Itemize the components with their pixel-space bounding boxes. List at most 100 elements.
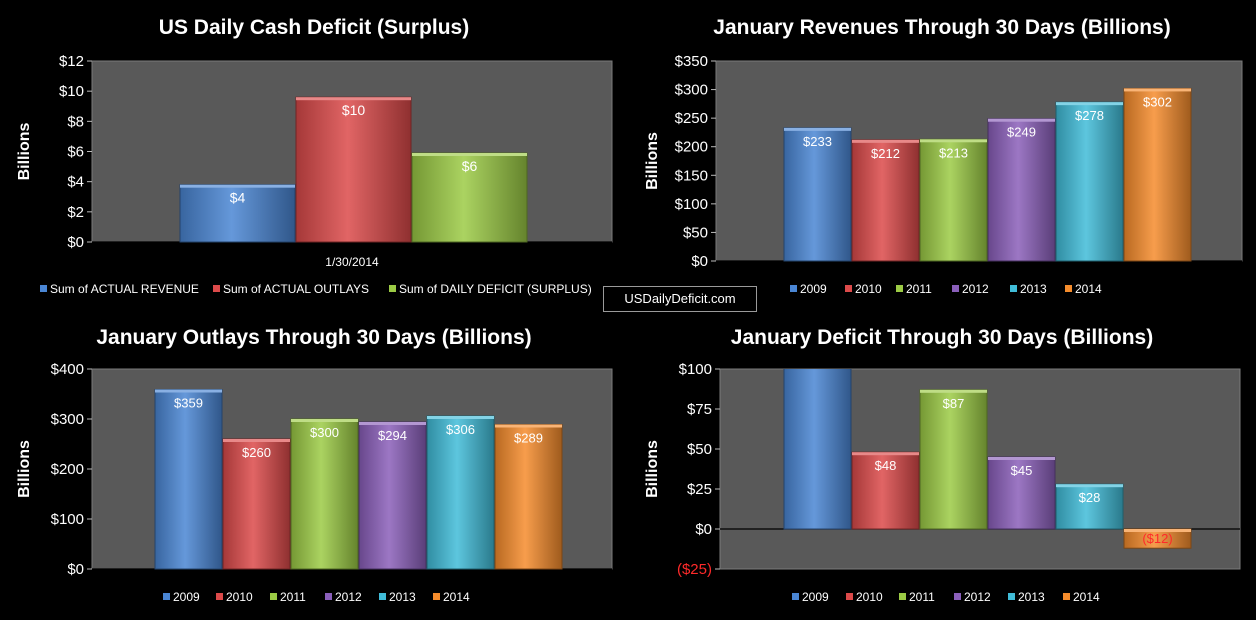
bar-highlight xyxy=(988,118,1055,122)
bar-highlight xyxy=(412,153,527,157)
site-watermark: USDailyDeficit.com xyxy=(603,286,757,312)
data-label: $302 xyxy=(1143,94,1172,109)
bar-highlight xyxy=(427,416,494,419)
bar-2013 xyxy=(1055,101,1124,262)
chart-january-outlays: January Outlays Through 30 Days (Billion… xyxy=(16,326,613,604)
legend-swatch xyxy=(213,285,220,292)
y-tick-label: ($25) xyxy=(677,561,712,578)
legend-entry: 2014 xyxy=(1075,282,1102,296)
bar-highlight xyxy=(988,457,1055,460)
legend-entry: 2013 xyxy=(1020,282,1047,296)
bar-2014 xyxy=(494,424,563,570)
y-tick-label: $400 xyxy=(51,361,84,378)
bar-highlight xyxy=(296,97,411,101)
legend-entry: 2011 xyxy=(906,282,932,296)
legend-swatch xyxy=(846,593,853,600)
bar-2011 xyxy=(290,418,359,570)
legend-entry: Sum of ACTUAL OUTLAYS xyxy=(223,282,369,296)
bar-highlight xyxy=(223,439,290,442)
bar-highlight xyxy=(852,452,919,456)
bar-2009 xyxy=(154,389,223,570)
data-label: $48 xyxy=(875,458,897,473)
data-label: $6 xyxy=(462,158,478,174)
chart-title: January Deficit Through 30 Days (Billion… xyxy=(731,326,1153,349)
y-tick-label: $2 xyxy=(67,204,84,221)
data-label: $300 xyxy=(310,425,339,440)
legend-swatch xyxy=(389,285,396,292)
bar-2013 xyxy=(1055,483,1124,530)
y-tick-label: $150 xyxy=(675,167,708,184)
data-label: $4 xyxy=(230,190,246,206)
legend-swatch xyxy=(845,285,852,292)
chart-daily-cash-deficit: US Daily Cash Deficit (Surplus) Billions $… xyxy=(16,16,613,296)
y-tick-label: $0 xyxy=(691,253,708,270)
y-tick-label: $50 xyxy=(687,441,712,458)
data-label: $260 xyxy=(242,445,271,460)
bar-sum-of-actual-outlays xyxy=(295,96,412,243)
bar-highlight xyxy=(784,127,851,131)
y-tick-label: $0 xyxy=(67,234,84,251)
legend-entry: 2013 xyxy=(389,590,416,604)
data-label: $289 xyxy=(514,431,543,446)
bar-2012 xyxy=(987,118,1056,262)
chart-title: January Revenues Through 30 Days (Billio… xyxy=(713,16,1170,39)
bar-2011 xyxy=(919,389,988,530)
y-tick-label: $350 xyxy=(675,53,708,70)
bar-2010 xyxy=(851,451,920,530)
bar-2010 xyxy=(851,139,920,262)
bar-highlight xyxy=(1056,102,1123,106)
bar-2013 xyxy=(426,415,495,570)
y-tick-label: $300 xyxy=(675,82,708,99)
data-label: $212 xyxy=(871,146,900,161)
bar-group xyxy=(179,96,528,243)
legend-entry: 2013 xyxy=(1018,590,1045,604)
legend-entry: 2009 xyxy=(802,590,829,604)
y-tick-label: $4 xyxy=(67,174,84,191)
legend-swatch xyxy=(270,593,277,600)
y-tick-label: $25 xyxy=(687,481,712,498)
bar-highlight xyxy=(291,419,358,422)
legend-entry: 2012 xyxy=(964,590,991,604)
y-tick-label: $50 xyxy=(683,224,708,241)
bar-2011 xyxy=(919,138,988,262)
legend-entry: Sum of DAILY DEFICIT (SURPLUS) xyxy=(399,282,592,296)
y-axis-label: Billions xyxy=(16,440,33,498)
chart-january-deficit: January Deficit Through 30 Days (Billion… xyxy=(644,326,1241,604)
legend-swatch xyxy=(40,285,47,292)
legend-entry: 2014 xyxy=(1073,590,1100,604)
legend-entry: 2009 xyxy=(173,590,200,604)
legend-entry: Sum of ACTUAL REVENUE xyxy=(50,282,199,296)
data-label: $294 xyxy=(378,428,407,443)
bar-sum-of-actual-revenue xyxy=(179,184,296,243)
legend-swatch xyxy=(1063,593,1070,600)
data-label: $359 xyxy=(174,396,203,411)
legend-swatch xyxy=(379,593,386,600)
legend-entry: 2012 xyxy=(962,282,989,296)
y-tick-label: $300 xyxy=(51,411,84,428)
y-tick-label: $250 xyxy=(675,110,708,127)
chart-january-revenues: January Revenues Through 30 Days (Billio… xyxy=(644,16,1243,296)
bar-2012 xyxy=(358,421,427,570)
y-tick-label: $10 xyxy=(59,83,84,100)
data-label: $213 xyxy=(939,145,968,160)
data-label: $45 xyxy=(1011,463,1033,478)
data-label: $306 xyxy=(446,422,475,437)
bar-2012 xyxy=(987,456,1056,530)
y-tick-label: $8 xyxy=(67,113,84,130)
bar-2010 xyxy=(222,438,291,570)
legend-swatch xyxy=(163,593,170,600)
bar-highlight xyxy=(359,422,426,425)
chart-title: January Outlays Through 30 Days (Billion… xyxy=(96,326,531,349)
y-tick-label: $200 xyxy=(675,139,708,156)
bar-highlight xyxy=(1124,88,1191,92)
x-category-label: 1/30/2014 xyxy=(325,255,379,269)
y-axis-label: Billions xyxy=(644,132,661,190)
legend-swatch xyxy=(954,593,961,600)
legend-swatch xyxy=(216,593,223,600)
legend-entry: 2014 xyxy=(443,590,470,604)
bar-highlight xyxy=(920,139,987,143)
data-label: $10 xyxy=(342,102,366,118)
y-tick-label: $75 xyxy=(687,401,712,418)
legend-swatch xyxy=(896,285,903,292)
y-axis-label: Billions xyxy=(644,440,661,498)
